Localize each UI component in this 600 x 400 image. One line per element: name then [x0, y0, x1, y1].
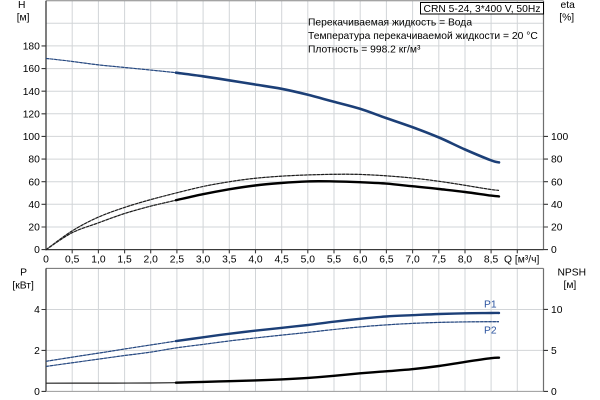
svg-text:7,5: 7,5 [432, 255, 447, 266]
svg-text:CRN 5-24, 3*400 V, 50Hz: CRN 5-24, 3*400 V, 50Hz [424, 4, 541, 15]
svg-text:0: 0 [551, 387, 557, 398]
svg-text:P1: P1 [484, 300, 497, 311]
svg-text:eta: eta [561, 0, 576, 11]
svg-text:80: 80 [551, 155, 563, 166]
svg-text:Температура перекачиваемой жид: Температура перекачиваемой жидкости = 20… [308, 31, 538, 42]
svg-text:8,0: 8,0 [458, 255, 473, 266]
svg-text:100: 100 [551, 132, 568, 143]
svg-text:80: 80 [28, 155, 40, 166]
svg-text:160: 160 [23, 64, 40, 75]
svg-text:180: 180 [23, 42, 40, 53]
svg-text:20: 20 [551, 223, 563, 234]
svg-text:3,0: 3,0 [196, 255, 211, 266]
svg-text:[м]: [м] [563, 280, 576, 291]
svg-text:2,0: 2,0 [144, 255, 159, 266]
svg-text:1,5: 1,5 [117, 255, 132, 266]
svg-text:40: 40 [551, 200, 563, 211]
svg-text:NPSH: NPSH [557, 268, 586, 279]
svg-text:60: 60 [28, 177, 40, 188]
svg-text:4: 4 [34, 305, 40, 316]
svg-text:140: 140 [23, 87, 40, 98]
svg-text:Плотность = 998.2 кг/м³: Плотность = 998.2 кг/м³ [308, 45, 421, 56]
svg-text:8,5: 8,5 [484, 255, 499, 266]
svg-text:P2: P2 [484, 326, 497, 337]
svg-text:2,5: 2,5 [170, 255, 185, 266]
svg-text:7,0: 7,0 [405, 255, 420, 266]
svg-text:2: 2 [34, 346, 40, 357]
svg-text:P: P [20, 268, 27, 279]
svg-text:6,0: 6,0 [353, 255, 368, 266]
svg-text:0: 0 [34, 245, 40, 256]
svg-text:40: 40 [28, 200, 40, 211]
svg-text:1,0: 1,0 [91, 255, 106, 266]
svg-text:0: 0 [34, 387, 40, 398]
svg-text:20: 20 [28, 223, 40, 234]
svg-text:0,5: 0,5 [65, 255, 80, 266]
svg-text:0: 0 [43, 255, 49, 266]
svg-text:[кВт]: [кВт] [12, 281, 34, 292]
svg-text:3,5: 3,5 [222, 255, 237, 266]
svg-text:4,0: 4,0 [248, 255, 263, 266]
svg-text:[м]: [м] [17, 13, 30, 24]
svg-text:10: 10 [551, 305, 563, 316]
svg-text:4,5: 4,5 [275, 255, 290, 266]
svg-text:[%]: [%] [559, 13, 574, 24]
svg-text:5: 5 [551, 346, 557, 357]
svg-text:100: 100 [23, 132, 40, 143]
svg-text:5,0: 5,0 [301, 255, 316, 266]
svg-text:120: 120 [23, 109, 40, 120]
svg-text:Q [м³/ч]: Q [м³/ч] [504, 254, 539, 265]
svg-text:60: 60 [551, 177, 563, 188]
svg-text:5,5: 5,5 [327, 255, 342, 266]
svg-text:0: 0 [551, 245, 557, 256]
svg-text:Перекачиваемая жидкость = Вода: Перекачиваемая жидкость = Вода [308, 18, 472, 29]
svg-text:6,5: 6,5 [379, 255, 394, 266]
svg-text:H: H [18, 0, 25, 11]
